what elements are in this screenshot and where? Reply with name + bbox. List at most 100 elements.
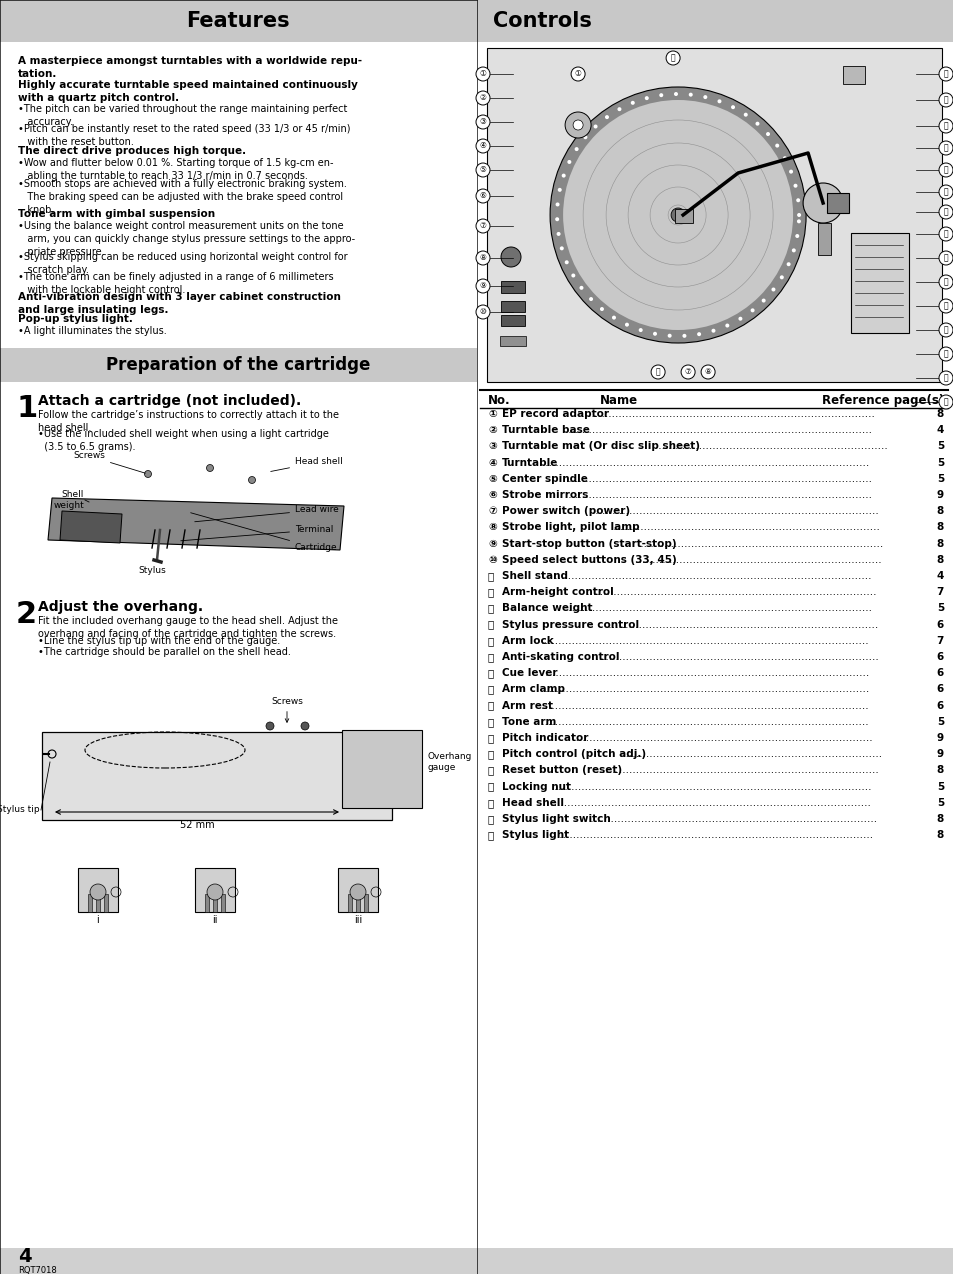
- Text: Ⓐ: Ⓐ: [488, 668, 494, 678]
- Text: Attach a cartridge (not included).: Attach a cartridge (not included).: [38, 394, 301, 408]
- Circle shape: [476, 279, 490, 293]
- Bar: [42, 733, 392, 820]
- Bar: [221, 894, 225, 912]
- Text: Head shell: Head shell: [501, 798, 563, 808]
- Polygon shape: [88, 758, 120, 786]
- Text: 8: 8: [936, 554, 943, 564]
- Circle shape: [571, 68, 584, 82]
- Text: 5: 5: [936, 798, 943, 808]
- Text: .............................................................................: ........................................…: [618, 749, 882, 759]
- Text: •A light illuminates the stylus.: •A light illuminates the stylus.: [18, 326, 167, 336]
- Text: 8: 8: [936, 409, 943, 419]
- Circle shape: [630, 101, 634, 104]
- Text: Features: Features: [186, 11, 290, 31]
- Text: 5: 5: [936, 604, 943, 613]
- Circle shape: [667, 334, 671, 338]
- Text: 8: 8: [936, 814, 943, 824]
- Bar: [0, 0, 476, 42]
- Circle shape: [476, 90, 490, 104]
- Text: ②: ②: [488, 426, 497, 436]
- Bar: [850, 233, 908, 333]
- Text: Arm rest: Arm rest: [501, 701, 553, 711]
- Circle shape: [500, 247, 520, 268]
- Text: ...............................................................................: ........................................…: [609, 522, 879, 533]
- Text: Turntable base: Turntable base: [501, 426, 589, 436]
- Circle shape: [567, 161, 571, 164]
- Text: ................................................................................: ........................................…: [605, 619, 878, 629]
- Circle shape: [476, 163, 490, 177]
- Text: ................................................................................: ........................................…: [592, 506, 878, 516]
- Text: ⑫: ⑫: [488, 587, 494, 598]
- Text: Start-stop button (start-stop): Start-stop button (start-stop): [501, 539, 676, 549]
- Circle shape: [559, 246, 563, 251]
- Text: Ⓘ: Ⓘ: [488, 798, 494, 808]
- Circle shape: [556, 232, 560, 236]
- Text: ................................................................................: ........................................…: [537, 701, 868, 711]
- Text: Ⓒ: Ⓒ: [488, 701, 494, 711]
- Circle shape: [350, 884, 366, 899]
- Circle shape: [301, 722, 309, 730]
- Circle shape: [611, 316, 616, 320]
- Circle shape: [550, 87, 805, 343]
- Circle shape: [793, 183, 797, 187]
- Polygon shape: [118, 775, 272, 812]
- Text: 6: 6: [936, 652, 943, 662]
- Bar: [500, 282, 524, 293]
- Circle shape: [938, 275, 952, 289]
- Text: Power switch (power): Power switch (power): [501, 506, 630, 516]
- Circle shape: [702, 96, 706, 99]
- Text: 7: 7: [936, 636, 943, 646]
- Text: ⑬: ⑬: [943, 70, 947, 79]
- Circle shape: [938, 371, 952, 385]
- Bar: [205, 894, 209, 912]
- Circle shape: [248, 476, 255, 484]
- Text: Ⓗ: Ⓗ: [943, 325, 947, 335]
- Circle shape: [665, 51, 679, 65]
- Circle shape: [938, 299, 952, 313]
- Text: ................................................................................: ........................................…: [564, 426, 871, 436]
- Text: ................................................................................: ........................................…: [537, 717, 868, 726]
- Bar: [476, 0, 953, 42]
- Text: Screws: Screws: [73, 451, 145, 473]
- Text: 2: 2: [16, 600, 37, 629]
- Circle shape: [476, 304, 490, 318]
- Text: ⑩: ⑩: [479, 307, 486, 316]
- Circle shape: [786, 262, 790, 266]
- Text: ⑤: ⑤: [488, 474, 497, 484]
- Circle shape: [938, 68, 952, 82]
- Text: ⑮: ⑮: [488, 636, 494, 646]
- Text: 6: 6: [936, 684, 943, 694]
- Text: 6: 6: [936, 619, 943, 629]
- Circle shape: [775, 144, 779, 148]
- Text: •Wow and flutter below 0.01 %. Starting torque of 1.5 kg-cm en-
   abling the tu: •Wow and flutter below 0.01 %. Starting …: [18, 158, 334, 181]
- Text: ....................................................................: ........................................…: [655, 441, 887, 451]
- Bar: [818, 223, 830, 255]
- Text: Fit the included overhang gauge to the head shell. Adjust the
overhang and facin: Fit the included overhang gauge to the h…: [38, 617, 337, 638]
- Text: 5: 5: [936, 782, 943, 791]
- Circle shape: [476, 219, 490, 233]
- Circle shape: [617, 107, 620, 111]
- Text: Cue lever: Cue lever: [501, 668, 557, 678]
- Text: Follow the cartridge’s instructions to correctly attach it to the
head shell.: Follow the cartridge’s instructions to c…: [38, 410, 338, 433]
- Circle shape: [938, 324, 952, 338]
- Text: 5: 5: [936, 474, 943, 484]
- Circle shape: [750, 308, 754, 312]
- Circle shape: [717, 99, 720, 103]
- Text: ⑨: ⑨: [479, 282, 486, 290]
- Bar: [364, 894, 368, 912]
- Circle shape: [561, 173, 565, 177]
- Circle shape: [700, 364, 715, 378]
- Circle shape: [938, 163, 952, 177]
- Circle shape: [624, 322, 628, 326]
- Text: ①: ①: [574, 70, 581, 79]
- Circle shape: [938, 205, 952, 219]
- Text: Anti-vibration design with 3 layer cabinet construction
and large insulating leg: Anti-vibration design with 3 layer cabin…: [18, 292, 340, 315]
- Text: iii: iii: [354, 915, 362, 925]
- Text: 9: 9: [936, 490, 943, 499]
- Text: ④: ④: [488, 457, 497, 468]
- Text: Balance weight: Balance weight: [501, 604, 592, 613]
- Bar: [486, 48, 941, 382]
- Bar: [337, 868, 377, 912]
- Text: ⑬: ⑬: [488, 604, 494, 613]
- Text: Ⓑ: Ⓑ: [943, 187, 947, 196]
